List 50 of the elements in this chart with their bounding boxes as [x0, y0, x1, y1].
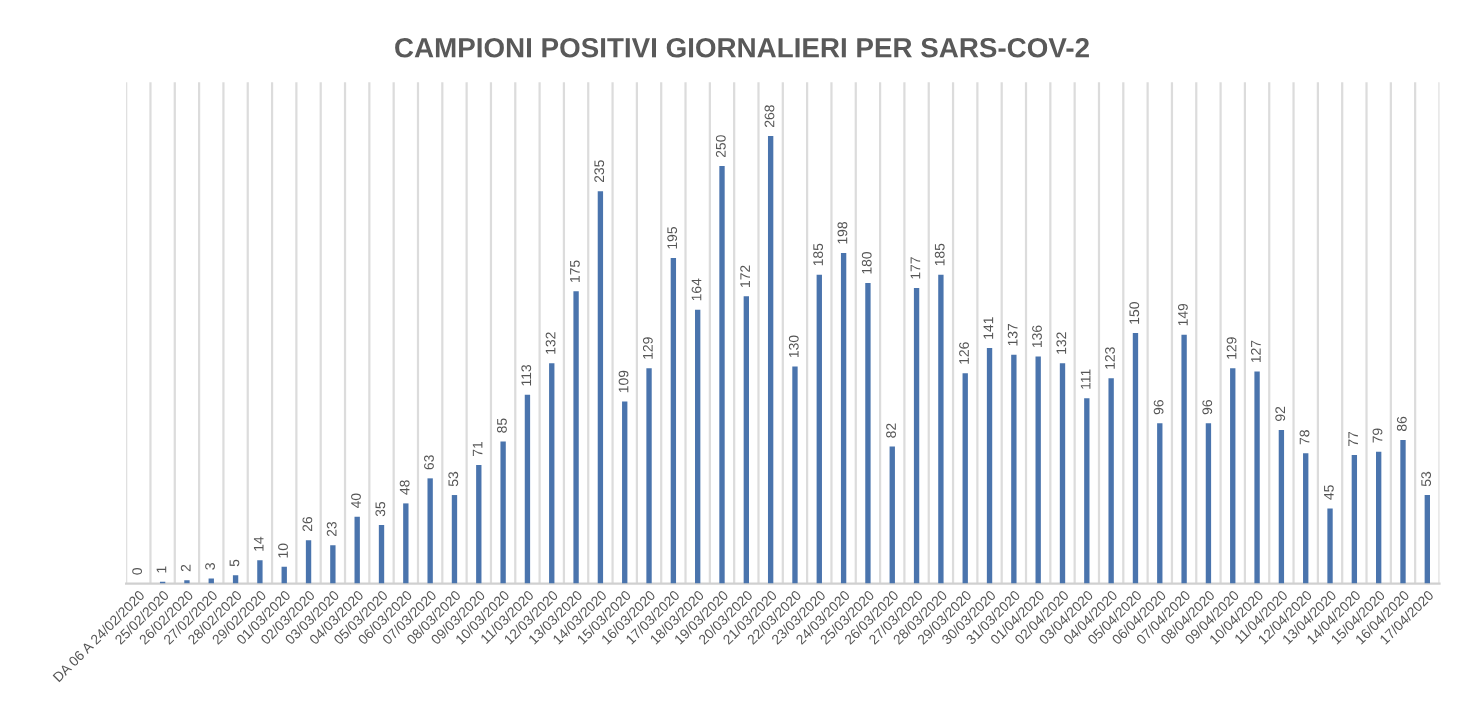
bar [743, 296, 749, 584]
bar [1424, 495, 1430, 584]
bar [1132, 333, 1139, 584]
bar [816, 274, 822, 584]
bar [792, 366, 798, 584]
bar [305, 540, 312, 584]
bar [1254, 371, 1260, 584]
bar [378, 525, 385, 584]
bar [281, 566, 287, 584]
bar [500, 441, 506, 584]
bar [330, 545, 336, 584]
bar [695, 309, 701, 584]
bar [1084, 398, 1090, 584]
bar [524, 394, 531, 584]
bar [257, 560, 263, 584]
bar [1230, 368, 1236, 584]
bar [840, 252, 847, 584]
bar [767, 136, 774, 584]
bar [622, 401, 628, 584]
bar [1278, 429, 1285, 584]
bar [1327, 508, 1333, 584]
bar [1059, 363, 1066, 584]
bar [403, 503, 409, 584]
bar [1011, 354, 1017, 584]
bar [913, 287, 920, 584]
bar [1376, 451, 1382, 584]
bar [549, 363, 555, 584]
bar [476, 464, 482, 584]
bar [938, 274, 944, 584]
bar [986, 348, 993, 584]
bar [889, 446, 895, 584]
bar [597, 191, 604, 584]
bar [573, 291, 579, 584]
bar [719, 166, 725, 584]
bar [1035, 356, 1041, 584]
bar [670, 257, 677, 584]
bar [865, 282, 871, 584]
bar [1108, 378, 1114, 584]
bar [1157, 423, 1163, 584]
bar [646, 368, 652, 584]
bar [1303, 453, 1309, 584]
bar [451, 495, 458, 584]
bar [427, 478, 433, 584]
bar [1181, 334, 1187, 584]
bar [1351, 454, 1358, 584]
bar [354, 516, 360, 584]
bar [1400, 439, 1406, 584]
chart-title: CAMPIONI POSITIVI GIORNALIERI PER SARS-COV-2 [395, 37, 1089, 58]
bar [1205, 423, 1212, 584]
bar [962, 373, 968, 584]
